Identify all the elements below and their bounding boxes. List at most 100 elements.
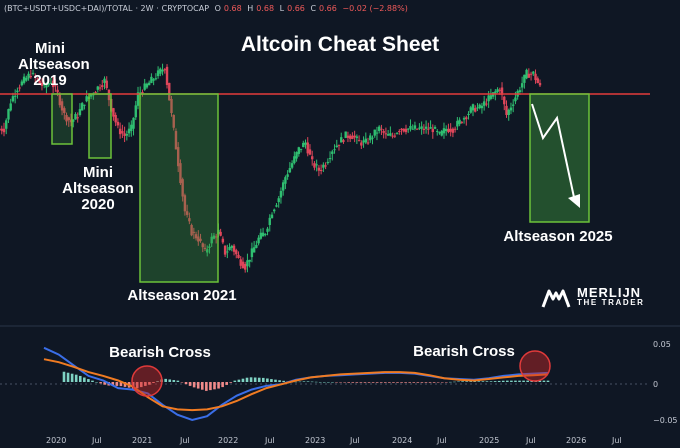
histogram-bar — [542, 380, 546, 382]
candle-body — [199, 238, 202, 241]
candle-body — [453, 128, 457, 130]
candle-body — [152, 79, 155, 81]
candle-body — [259, 232, 263, 239]
candle-body — [429, 127, 432, 129]
candle-body — [520, 83, 524, 88]
candle-body — [223, 245, 227, 255]
candle-body — [496, 89, 499, 93]
candle-body — [9, 103, 12, 111]
symbol-info-bar: (BTC+USDT+USDC+DAI)/TOTAL · 2W · CRYPTOCAP… — [4, 4, 411, 13]
histogram-bar — [392, 382, 395, 383]
candle-body — [147, 82, 151, 86]
candle-body — [487, 95, 490, 102]
candle-body — [277, 198, 280, 203]
candle-body — [369, 135, 372, 141]
candle-body — [36, 78, 39, 80]
candle-body — [76, 117, 79, 119]
candle-body — [114, 115, 117, 123]
candle-body — [143, 83, 146, 90]
candle-body — [514, 97, 517, 102]
histogram-bar — [331, 382, 334, 383]
histogram-bar — [371, 382, 375, 383]
candle-body — [197, 236, 200, 242]
candle-body — [255, 244, 258, 248]
candle-body — [235, 250, 238, 255]
x-axis: 2020 Jul 2021 Jul 2022 Jul 2023 Jul 2024… — [46, 436, 622, 445]
candle-body — [261, 232, 265, 237]
candle-body — [228, 246, 231, 251]
histogram-bar — [318, 382, 322, 383]
candle-body — [174, 131, 178, 150]
x-tick: 2020 — [46, 436, 66, 445]
candle-body — [201, 243, 204, 248]
candle-body — [395, 133, 399, 135]
candle-body — [145, 83, 149, 88]
x-tick: 2025 — [479, 436, 499, 445]
candle-body — [219, 231, 222, 236]
candle-body — [391, 135, 394, 137]
candle-body — [89, 94, 93, 97]
histogram-bar — [351, 382, 355, 383]
candle-body — [398, 131, 401, 133]
candle-body — [344, 131, 347, 138]
y-tick-top: 0.05 — [653, 340, 671, 349]
histogram-bar — [477, 381, 481, 382]
x-tick: Jul — [264, 436, 275, 445]
interval[interactable]: · 2W · — [135, 4, 159, 13]
candle-body — [357, 140, 361, 142]
label-mini-altseason-2020: Mini Altseason 2020 — [62, 164, 134, 213]
candle-body — [38, 80, 41, 84]
histogram-bar — [144, 382, 147, 386]
x-tick: Jul — [525, 436, 536, 445]
histogram-bar — [526, 380, 529, 382]
candle-body — [22, 76, 26, 83]
histogram-bar — [546, 380, 550, 382]
candle-body — [538, 82, 542, 86]
histogram-bar — [274, 379, 277, 382]
histogram-bar — [302, 381, 306, 382]
histogram-bar — [156, 381, 159, 382]
candle-body — [181, 179, 184, 197]
candle-body — [308, 149, 312, 155]
macd-histogram — [62, 371, 550, 391]
histogram-bar — [379, 382, 383, 383]
candle-body — [433, 127, 437, 129]
histogram-bar — [245, 377, 249, 382]
candle-body — [340, 137, 343, 143]
histogram-bar — [233, 380, 237, 382]
x-tick: Jul — [611, 436, 622, 445]
zone-mini-2019 — [51, 93, 73, 145]
candle-body — [465, 117, 468, 120]
candle-body — [413, 125, 417, 129]
y-tick-zero: 0 — [653, 380, 658, 389]
histogram-bar — [514, 380, 517, 382]
candle-body — [248, 259, 251, 262]
candle-body — [449, 128, 452, 132]
candle-body — [210, 236, 213, 244]
histogram-bar — [416, 382, 420, 383]
candle-body — [69, 119, 73, 123]
candle-body — [203, 247, 207, 249]
histogram-bar — [200, 382, 204, 390]
histogram-bar — [363, 382, 367, 383]
histogram-bar — [501, 380, 505, 382]
symbol-name[interactable]: (BTC+USDT+USDC+DAI)/TOTAL — [4, 4, 133, 13]
histogram-bar — [152, 382, 155, 383]
candle-body — [378, 126, 381, 132]
logo-line1: MERLIJN — [577, 285, 642, 300]
candle-body — [190, 225, 193, 236]
histogram-bar — [408, 382, 412, 383]
zone-altseason-2021 — [139, 93, 219, 283]
x-tick: Jul — [349, 436, 360, 445]
candle-body — [107, 89, 111, 101]
candle-body — [74, 114, 77, 120]
candle-body — [7, 109, 10, 120]
candle-body — [98, 87, 102, 89]
high-label: H — [247, 4, 254, 13]
candle-body — [226, 251, 229, 253]
candle-body — [326, 161, 330, 164]
candle-body — [159, 68, 162, 74]
candle-body — [127, 128, 131, 134]
zone-mini-2020 — [88, 93, 112, 159]
x-tick: Jul — [179, 436, 190, 445]
